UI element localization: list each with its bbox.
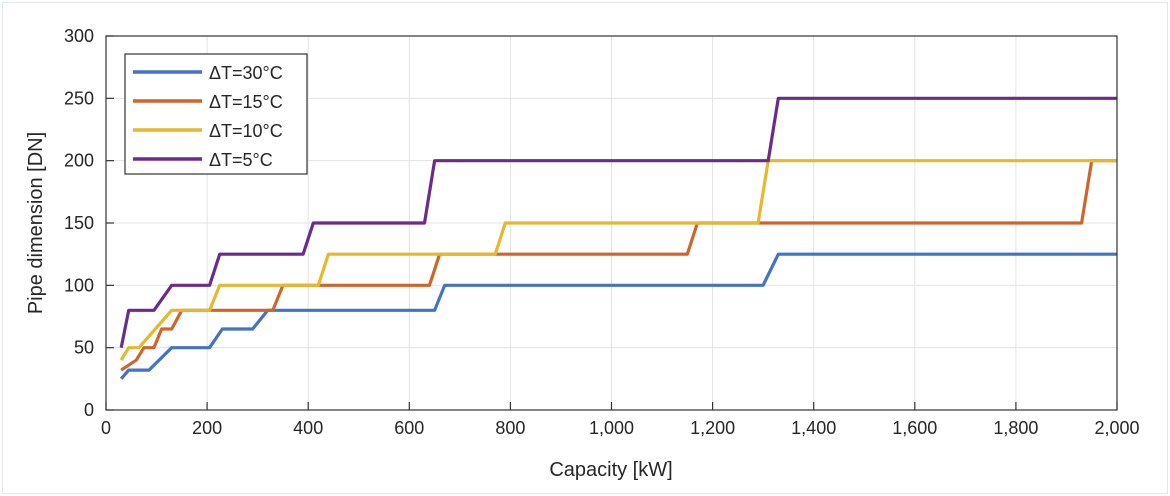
y-tick-label: 0 [84,400,94,420]
x-tick-label: 400 [293,418,323,438]
legend-label-3: ΔT=5°C [209,150,273,170]
series-line-3 [119,96,1117,349]
x-tick-label: 0 [101,418,111,438]
x-axis-label: Capacity [kW] [549,459,672,481]
y-tick-label: 150 [64,213,94,233]
y-axis-label: Pipe dimension [DN] [25,132,47,314]
y-tick-label: 300 [64,26,94,46]
tick-labels: 0 200 400 600 800 1,000 1,200 1,400 1,600 1,800 2,… [64,26,1140,438]
y-tick-label: 50 [74,338,94,358]
x-tick-label: 2,000 [1094,418,1139,438]
x-tick-label: 1,000 [589,418,634,438]
legend-label-0: ΔT=30°C [209,63,283,83]
y-tick-label: 200 [64,151,94,171]
y-tick-label: 250 [64,88,94,108]
y-tick-label: 100 [64,275,94,295]
x-tick-label: 1,400 [791,418,836,438]
legend-label-1: ΔT=15°C [209,92,283,112]
x-tick-label: 800 [495,418,525,438]
legend-label-2: ΔT=10°C [209,121,283,141]
legend: ΔT=30°C ΔT=15°C ΔT=10°C ΔT=5°C [124,53,308,175]
x-tick-label: 1,200 [690,418,735,438]
series-lines [119,96,1117,380]
x-tick-label: 1,800 [993,418,1038,438]
series-line-2 [119,159,1117,361]
x-tick-label: 1,600 [892,418,937,438]
x-tick-label: 200 [192,418,222,438]
series-line-1 [120,159,1117,372]
legend-box [124,53,308,175]
series-line-0 [119,252,1117,380]
x-tick-label: 600 [394,418,424,438]
